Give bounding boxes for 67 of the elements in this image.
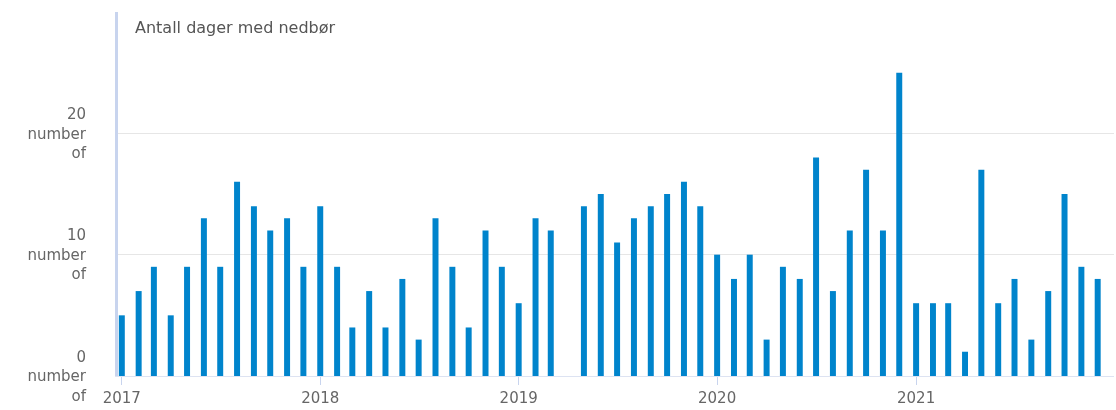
bar: [234, 181, 241, 376]
bar: [680, 181, 687, 376]
bar: [1094, 278, 1101, 376]
bar: [167, 315, 174, 376]
bar: [200, 218, 207, 376]
bar: [1061, 194, 1068, 376]
bar: [267, 230, 274, 376]
bar: [945, 303, 952, 376]
bar: [763, 339, 770, 376]
bar: [118, 315, 125, 376]
bar: [796, 278, 803, 376]
bar: [515, 303, 522, 376]
bar: [482, 230, 489, 376]
bar: [614, 242, 621, 376]
bar: [150, 266, 157, 376]
bar: [978, 169, 985, 376]
bar: [317, 206, 324, 376]
y-tick-label: 20 number of: [27, 105, 87, 163]
x-tick-label: 2021: [897, 389, 936, 407]
bar: [879, 230, 886, 376]
bar: [779, 266, 786, 376]
bar: [415, 339, 422, 376]
bar: [863, 169, 870, 376]
bar: [1045, 291, 1052, 376]
bar: [630, 218, 637, 376]
bar: [250, 206, 257, 376]
bar: [580, 206, 587, 376]
bar: [929, 303, 936, 376]
bar: [366, 291, 373, 376]
bar: [498, 266, 505, 376]
bar: [449, 266, 456, 376]
bar: [217, 266, 224, 376]
bar: [647, 206, 654, 376]
bar: [465, 327, 472, 376]
bar: [382, 327, 389, 376]
x-tick-label: 2017: [102, 389, 141, 407]
bar: [532, 218, 539, 376]
bar: [896, 72, 903, 376]
bar: [135, 291, 142, 376]
bar: [184, 266, 191, 376]
bar: [1078, 266, 1085, 376]
bar: [664, 194, 671, 376]
bar: [846, 230, 853, 376]
bar: [697, 206, 704, 376]
chart-title: Antall dager med nedbør: [135, 18, 336, 37]
y-tick-label: 0 number of: [27, 347, 87, 405]
x-tick-label: 2020: [698, 389, 737, 407]
x-tick-label: 2018: [301, 389, 340, 407]
y-tick-label: 10 number of: [27, 226, 87, 284]
bar: [913, 303, 920, 376]
bar: [813, 157, 820, 376]
bar: [829, 291, 836, 376]
bar: [349, 327, 356, 376]
bar: [547, 230, 554, 376]
bar: [714, 254, 721, 376]
x-tick-label: 2019: [499, 389, 538, 407]
bar: [334, 266, 341, 376]
bar: [746, 254, 753, 376]
bar: [1028, 339, 1035, 376]
bar: [995, 303, 1002, 376]
bar: [399, 278, 406, 376]
bar: [597, 194, 604, 376]
bar: [284, 218, 291, 376]
bar: [962, 351, 969, 376]
bar: [300, 266, 307, 376]
bar: [1011, 278, 1018, 376]
bar: [730, 278, 737, 376]
